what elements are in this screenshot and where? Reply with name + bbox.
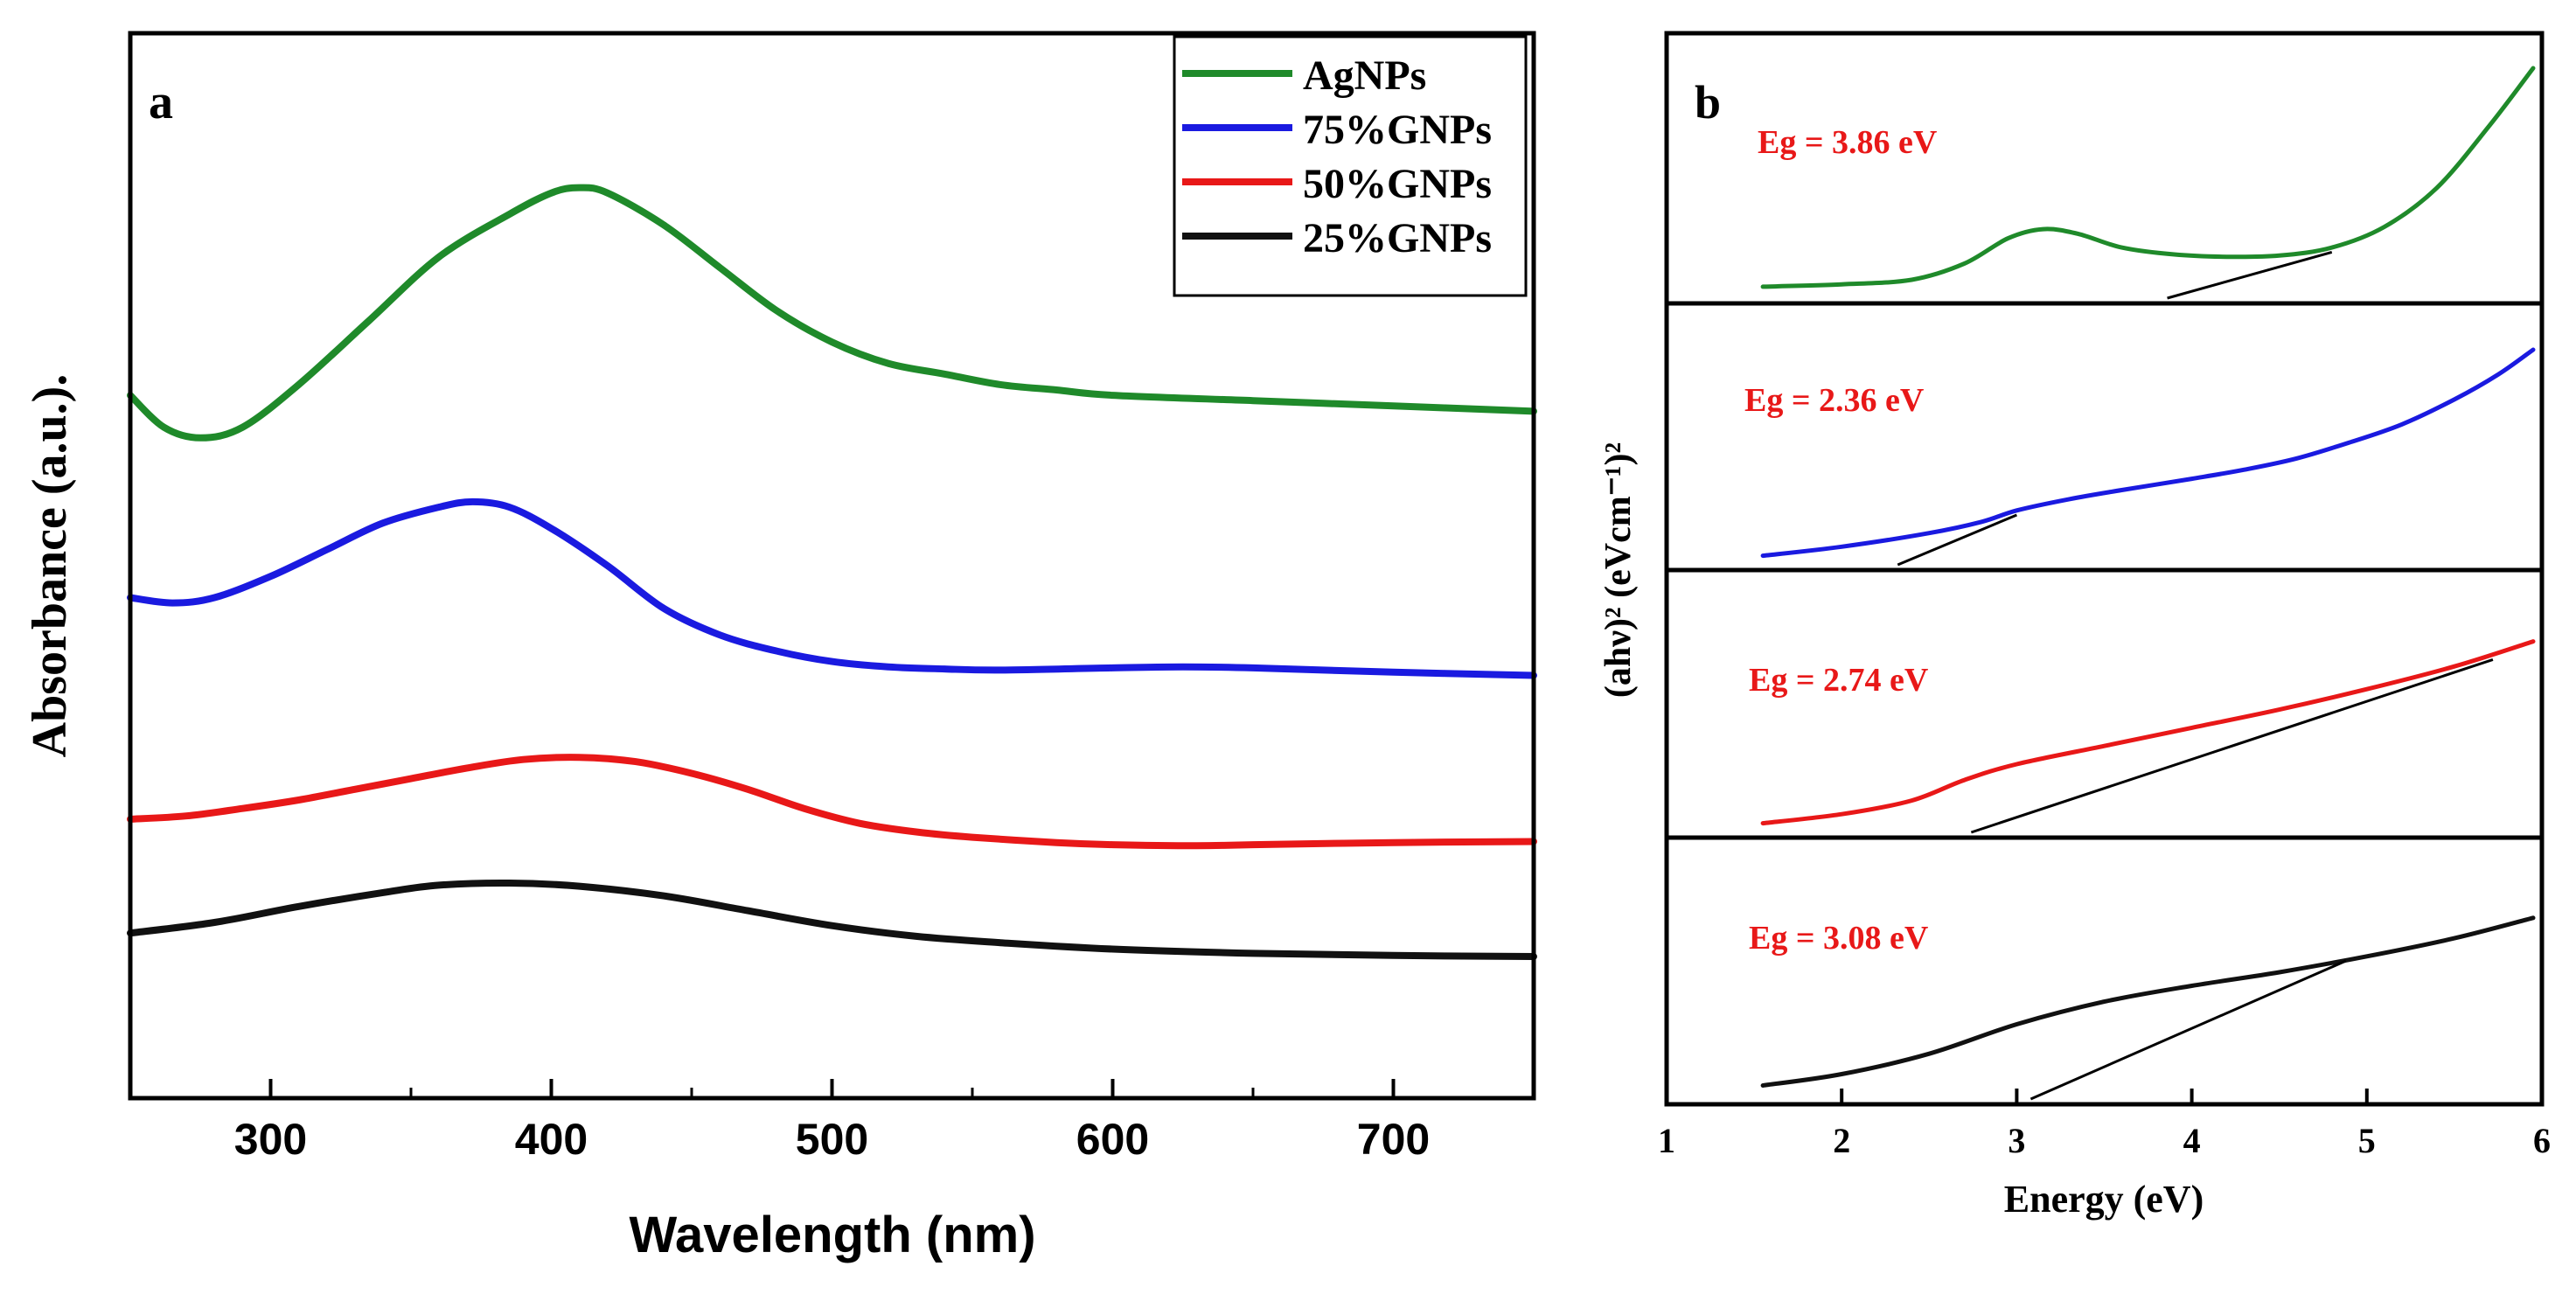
legend-label: 50%GNPs (1303, 161, 1492, 207)
tangent-line (1970, 657, 2494, 834)
panel-b-label: b (1695, 76, 1721, 129)
panel-b-x-axis-title: Energy (eV) (2004, 1178, 2204, 1221)
panel-a-label: a (149, 75, 173, 129)
eg-annotation: Eg = 2.74 eV (1749, 662, 1929, 699)
panel-a: 300 400 500 600 700 a Wavelength (nm) Absorb… (23, 31, 1537, 1263)
tauc-curve (1760, 915, 2536, 1088)
x-tick-label: 600 (1076, 1115, 1149, 1164)
tangent-line (2029, 959, 2347, 1101)
panel-b-x-ticks: 1 2 3 4 5 6 (1658, 1089, 2551, 1160)
tauc-curve (1760, 639, 2536, 826)
tangent-line (2167, 250, 2333, 300)
legend-label: AgNPs (1303, 52, 1426, 99)
tauc-curve (1760, 66, 2536, 289)
series-line-agnps (127, 184, 1537, 442)
legend: AgNPs 75%GNPs 50%GNPs 25%GNPs (1173, 35, 1528, 297)
panel-a-x-ticks: 300 400 500 600 700 (129, 1079, 1535, 1164)
x-tick-label: 3 (2008, 1121, 2025, 1160)
panel-a-x-axis-title: Wavelength (nm) (629, 1207, 1035, 1263)
x-tick-label: 400 (515, 1115, 588, 1164)
x-tick-label: 700 (1357, 1115, 1430, 1164)
x-tick-label: 4 (2183, 1121, 2201, 1160)
x-tick-label: 6 (2533, 1121, 2551, 1160)
legend-label: 75%GNPs (1303, 107, 1492, 153)
subplot-agnps: Eg = 3.86 eV (1758, 66, 2536, 300)
x-tick-label: 2 (1833, 1121, 1850, 1160)
series-line-50-gnps (127, 754, 1537, 850)
legend-label: 25%GNPs (1303, 215, 1492, 261)
x-tick-label: 500 (796, 1115, 868, 1164)
series-line-25-gnps (127, 879, 1537, 960)
subplot-75-gnps: Eg = 2.36 eV (1744, 347, 2536, 567)
panel-b: Eg = 3.86 eV Eg = 2.36 eV Eg = 2.74 eV Eg =… (1598, 31, 2551, 1221)
series-line-75-gnps (127, 497, 1537, 679)
tauc-curve (1760, 347, 2536, 559)
tangent-line (1897, 513, 2017, 567)
subplot-25-gnps: Eg = 3.08 eV (1749, 915, 2536, 1101)
eg-annotation: Eg = 3.86 eV (1758, 124, 1938, 161)
eg-annotation: Eg = 3.08 eV (1749, 920, 1929, 957)
legend-items: AgNPs 75%GNPs 50%GNPs 25%GNPs (1182, 52, 1492, 261)
panel-b-subplots: Eg = 3.86 eV Eg = 2.36 eV Eg = 2.74 eV Eg =… (1744, 66, 2536, 1101)
legend-box (1173, 35, 1528, 297)
x-tick-label: 300 (234, 1115, 307, 1164)
subplot-50-gnps: Eg = 2.74 eV (1749, 639, 2536, 834)
x-tick-label: 1 (1658, 1121, 1675, 1160)
panel-b-y-axis-title: (ahν)² (eVcm⁻¹)² (1598, 442, 1639, 698)
panel-a-y-axis-title: Absorbance (a.u.). (23, 374, 77, 758)
panel-a-curves (127, 184, 1537, 960)
x-tick-label: 5 (2358, 1121, 2376, 1160)
eg-annotation: Eg = 2.36 eV (1744, 382, 1925, 419)
